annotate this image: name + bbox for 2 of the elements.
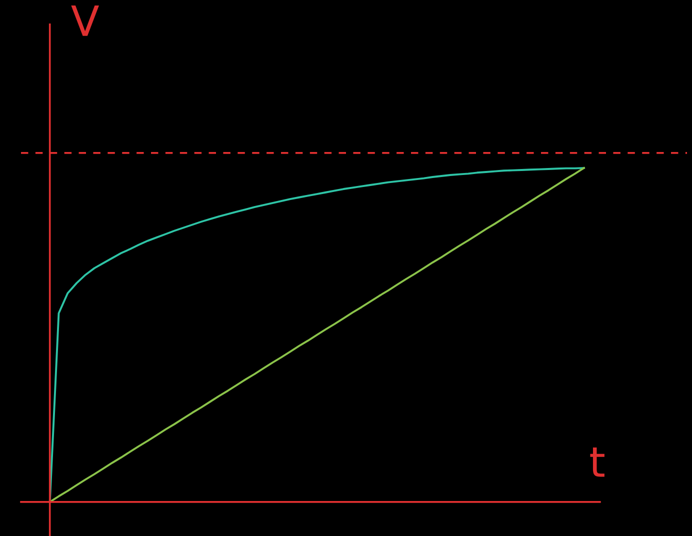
y-axis-title: V [71, 6, 99, 36]
x-axis-title: t [590, 447, 604, 477]
